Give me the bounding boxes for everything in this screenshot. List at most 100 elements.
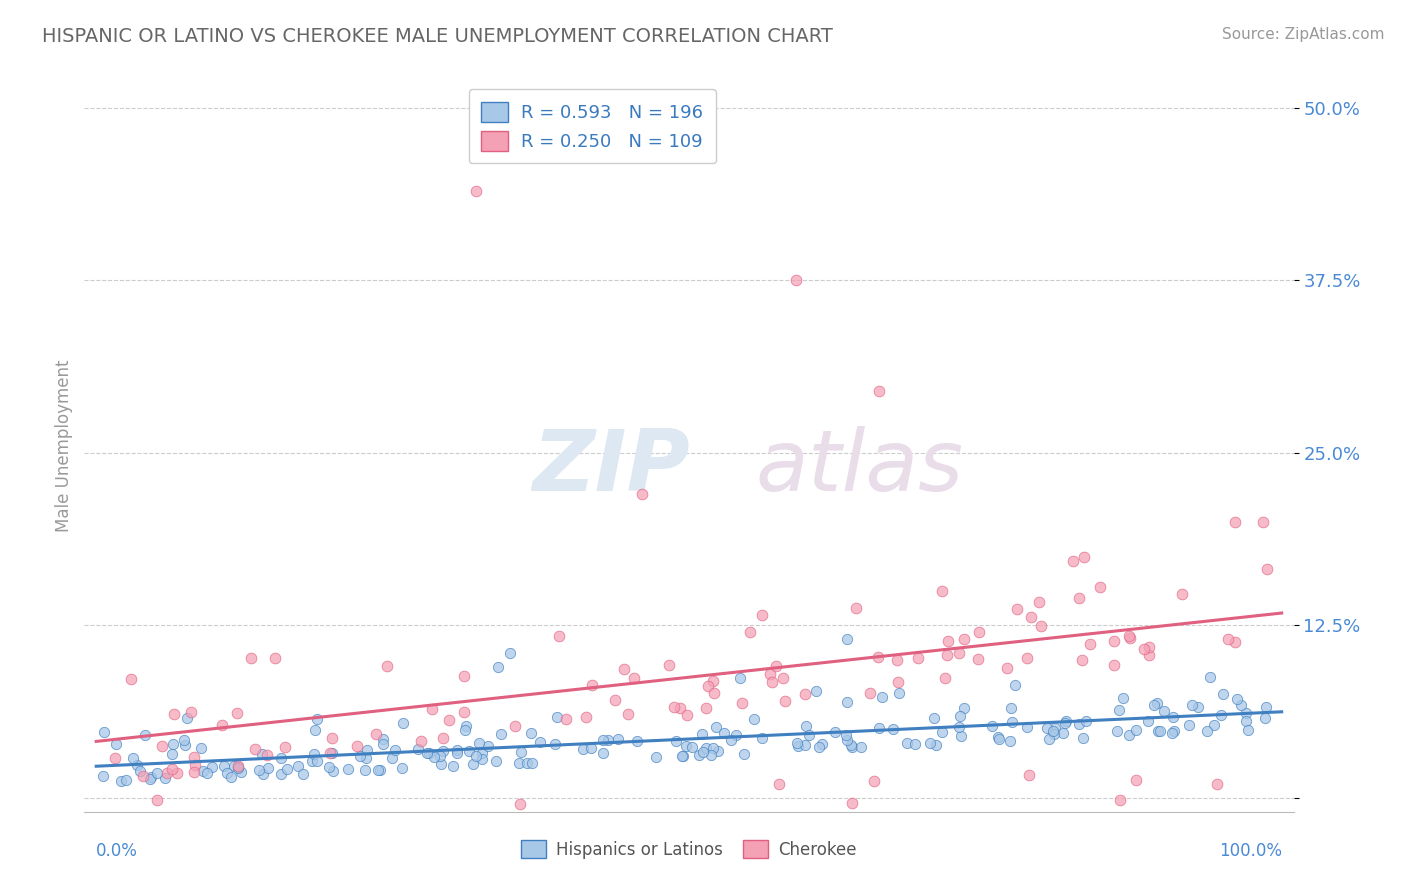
Point: [1109, 792, 1132, 806]
Point: [104, 737, 127, 751]
Point: [415, 746, 437, 760]
Point: [700, 748, 723, 763]
Point: [761, 674, 783, 689]
Point: [675, 739, 697, 753]
Point: [841, 796, 863, 810]
Point: [225, 706, 247, 721]
Point: [183, 750, 205, 764]
Point: [381, 751, 404, 765]
Point: [441, 759, 464, 773]
Point: [704, 720, 727, 734]
Point: [239, 651, 262, 665]
Point: [173, 738, 195, 752]
Point: [321, 746, 343, 760]
Point: [924, 738, 946, 752]
Point: [134, 728, 156, 742]
Point: [499, 646, 522, 660]
Point: [321, 731, 343, 745]
Point: [463, 756, 485, 771]
Point: [1105, 724, 1128, 739]
Point: [430, 756, 453, 771]
Point: [950, 729, 973, 743]
Point: [1136, 714, 1159, 728]
Point: [772, 671, 794, 685]
Point: [471, 746, 494, 760]
Point: [1133, 641, 1156, 656]
Point: [125, 758, 148, 772]
Point: [437, 713, 460, 727]
Point: [195, 766, 218, 780]
Point: [273, 740, 295, 755]
Point: [936, 634, 959, 648]
Point: [1187, 699, 1209, 714]
Point: [446, 746, 468, 760]
Point: [870, 690, 893, 704]
Point: [765, 659, 787, 673]
Point: [373, 731, 395, 746]
Point: [998, 734, 1021, 748]
Point: [868, 384, 890, 398]
Text: ZIP: ZIP: [531, 426, 689, 509]
Point: [432, 744, 454, 758]
Point: [887, 675, 910, 690]
Point: [1125, 723, 1147, 738]
Point: [302, 747, 325, 762]
Point: [751, 731, 773, 746]
Point: [948, 720, 970, 734]
Point: [508, 756, 530, 770]
Point: [548, 628, 571, 642]
Point: [645, 750, 668, 764]
Point: [509, 797, 531, 811]
Point: [1031, 619, 1053, 633]
Point: [318, 760, 340, 774]
Point: [768, 776, 790, 790]
Point: [740, 625, 762, 640]
Point: [1206, 777, 1229, 791]
Point: [1149, 724, 1171, 739]
Point: [446, 743, 468, 757]
Point: [839, 738, 862, 752]
Point: [250, 747, 273, 761]
Point: [120, 672, 142, 686]
Point: [1015, 720, 1038, 734]
Point: [457, 743, 479, 757]
Point: [307, 754, 329, 768]
Point: [503, 719, 526, 733]
Point: [104, 751, 127, 765]
Point: [391, 761, 413, 775]
Point: [180, 705, 202, 719]
Point: [319, 746, 342, 760]
Point: [845, 600, 868, 615]
Point: [690, 727, 713, 741]
Point: [630, 487, 652, 501]
Point: [688, 747, 710, 762]
Point: [786, 736, 808, 750]
Point: [1251, 515, 1274, 529]
Point: [156, 765, 179, 780]
Point: [581, 678, 603, 692]
Point: [1171, 586, 1194, 600]
Point: [122, 751, 145, 765]
Point: [1038, 732, 1060, 747]
Point: [1163, 723, 1185, 738]
Point: [287, 759, 309, 773]
Point: [1071, 731, 1094, 745]
Point: [1001, 714, 1024, 729]
Point: [980, 718, 1002, 732]
Point: [1088, 580, 1111, 594]
Point: [247, 763, 270, 777]
Point: [1118, 728, 1140, 742]
Point: [307, 712, 329, 726]
Point: [141, 770, 163, 784]
Point: [787, 739, 810, 754]
Point: [115, 773, 138, 788]
Point: [183, 765, 205, 780]
Point: [835, 728, 858, 742]
Point: [675, 708, 697, 723]
Point: [1052, 726, 1074, 740]
Point: [607, 731, 630, 746]
Point: [744, 712, 766, 726]
Point: [423, 750, 446, 764]
Point: [1202, 718, 1225, 732]
Point: [356, 751, 378, 765]
